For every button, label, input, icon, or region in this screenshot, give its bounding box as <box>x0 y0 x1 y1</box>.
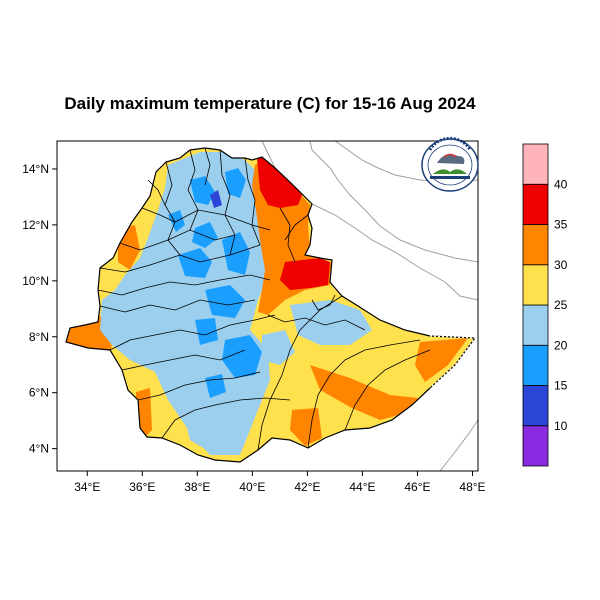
y-tick-label: 10°N <box>22 274 49 288</box>
y-tick-label: 14°N <box>22 162 49 176</box>
x-tick-label: 44°E <box>349 480 375 494</box>
x-axis: 34°E 36°E 38°E 40°E 42°E 44°E 46°E 48°E <box>74 471 486 494</box>
x-tick-label: 42°E <box>294 480 320 494</box>
colorbar-label: 10 <box>554 419 568 433</box>
colorbar: 10 15 20 25 30 35 40 <box>522 143 568 467</box>
colorbar-label: 15 <box>554 379 568 393</box>
colorbar-label: 40 <box>554 177 568 191</box>
x-tick-label: 40°E <box>239 480 265 494</box>
colorbar-band <box>522 183 549 225</box>
y-tick-label: 6°N <box>29 386 49 400</box>
y-tick-label: 4°N <box>29 442 49 456</box>
y-tick-label: 8°N <box>29 330 49 344</box>
x-tick-label: 48°E <box>459 480 485 494</box>
colorbar-band <box>522 143 549 185</box>
colorbar-band <box>522 344 549 386</box>
colorbar-label: 25 <box>554 298 568 312</box>
ethiopia-border <box>65 147 477 463</box>
dashed-border <box>429 335 477 389</box>
x-tick-label: 38°E <box>184 480 210 494</box>
map-title: Daily maximum temperature (C) for 15-16 … <box>64 94 476 113</box>
map-frame <box>56 140 479 472</box>
institute-logo <box>421 136 479 192</box>
zone-boundaries <box>97 147 431 451</box>
colorbar-label: 20 <box>554 338 568 352</box>
colorbar-band <box>522 304 549 346</box>
colorbar-band <box>522 264 549 306</box>
colorbar-label: 35 <box>554 218 568 232</box>
colorbar-band <box>522 425 549 467</box>
colorbar-band <box>522 385 549 427</box>
colorbar-band <box>522 224 549 266</box>
x-tick-label: 34°E <box>74 480 100 494</box>
y-axis: 14°N 12°N 10°N 8°N 6°N 4°N <box>22 162 57 456</box>
colorbar-label: 30 <box>554 258 568 272</box>
x-tick-label: 36°E <box>129 480 155 494</box>
x-tick-label: 46°E <box>404 480 430 494</box>
y-tick-label: 12°N <box>22 218 49 232</box>
